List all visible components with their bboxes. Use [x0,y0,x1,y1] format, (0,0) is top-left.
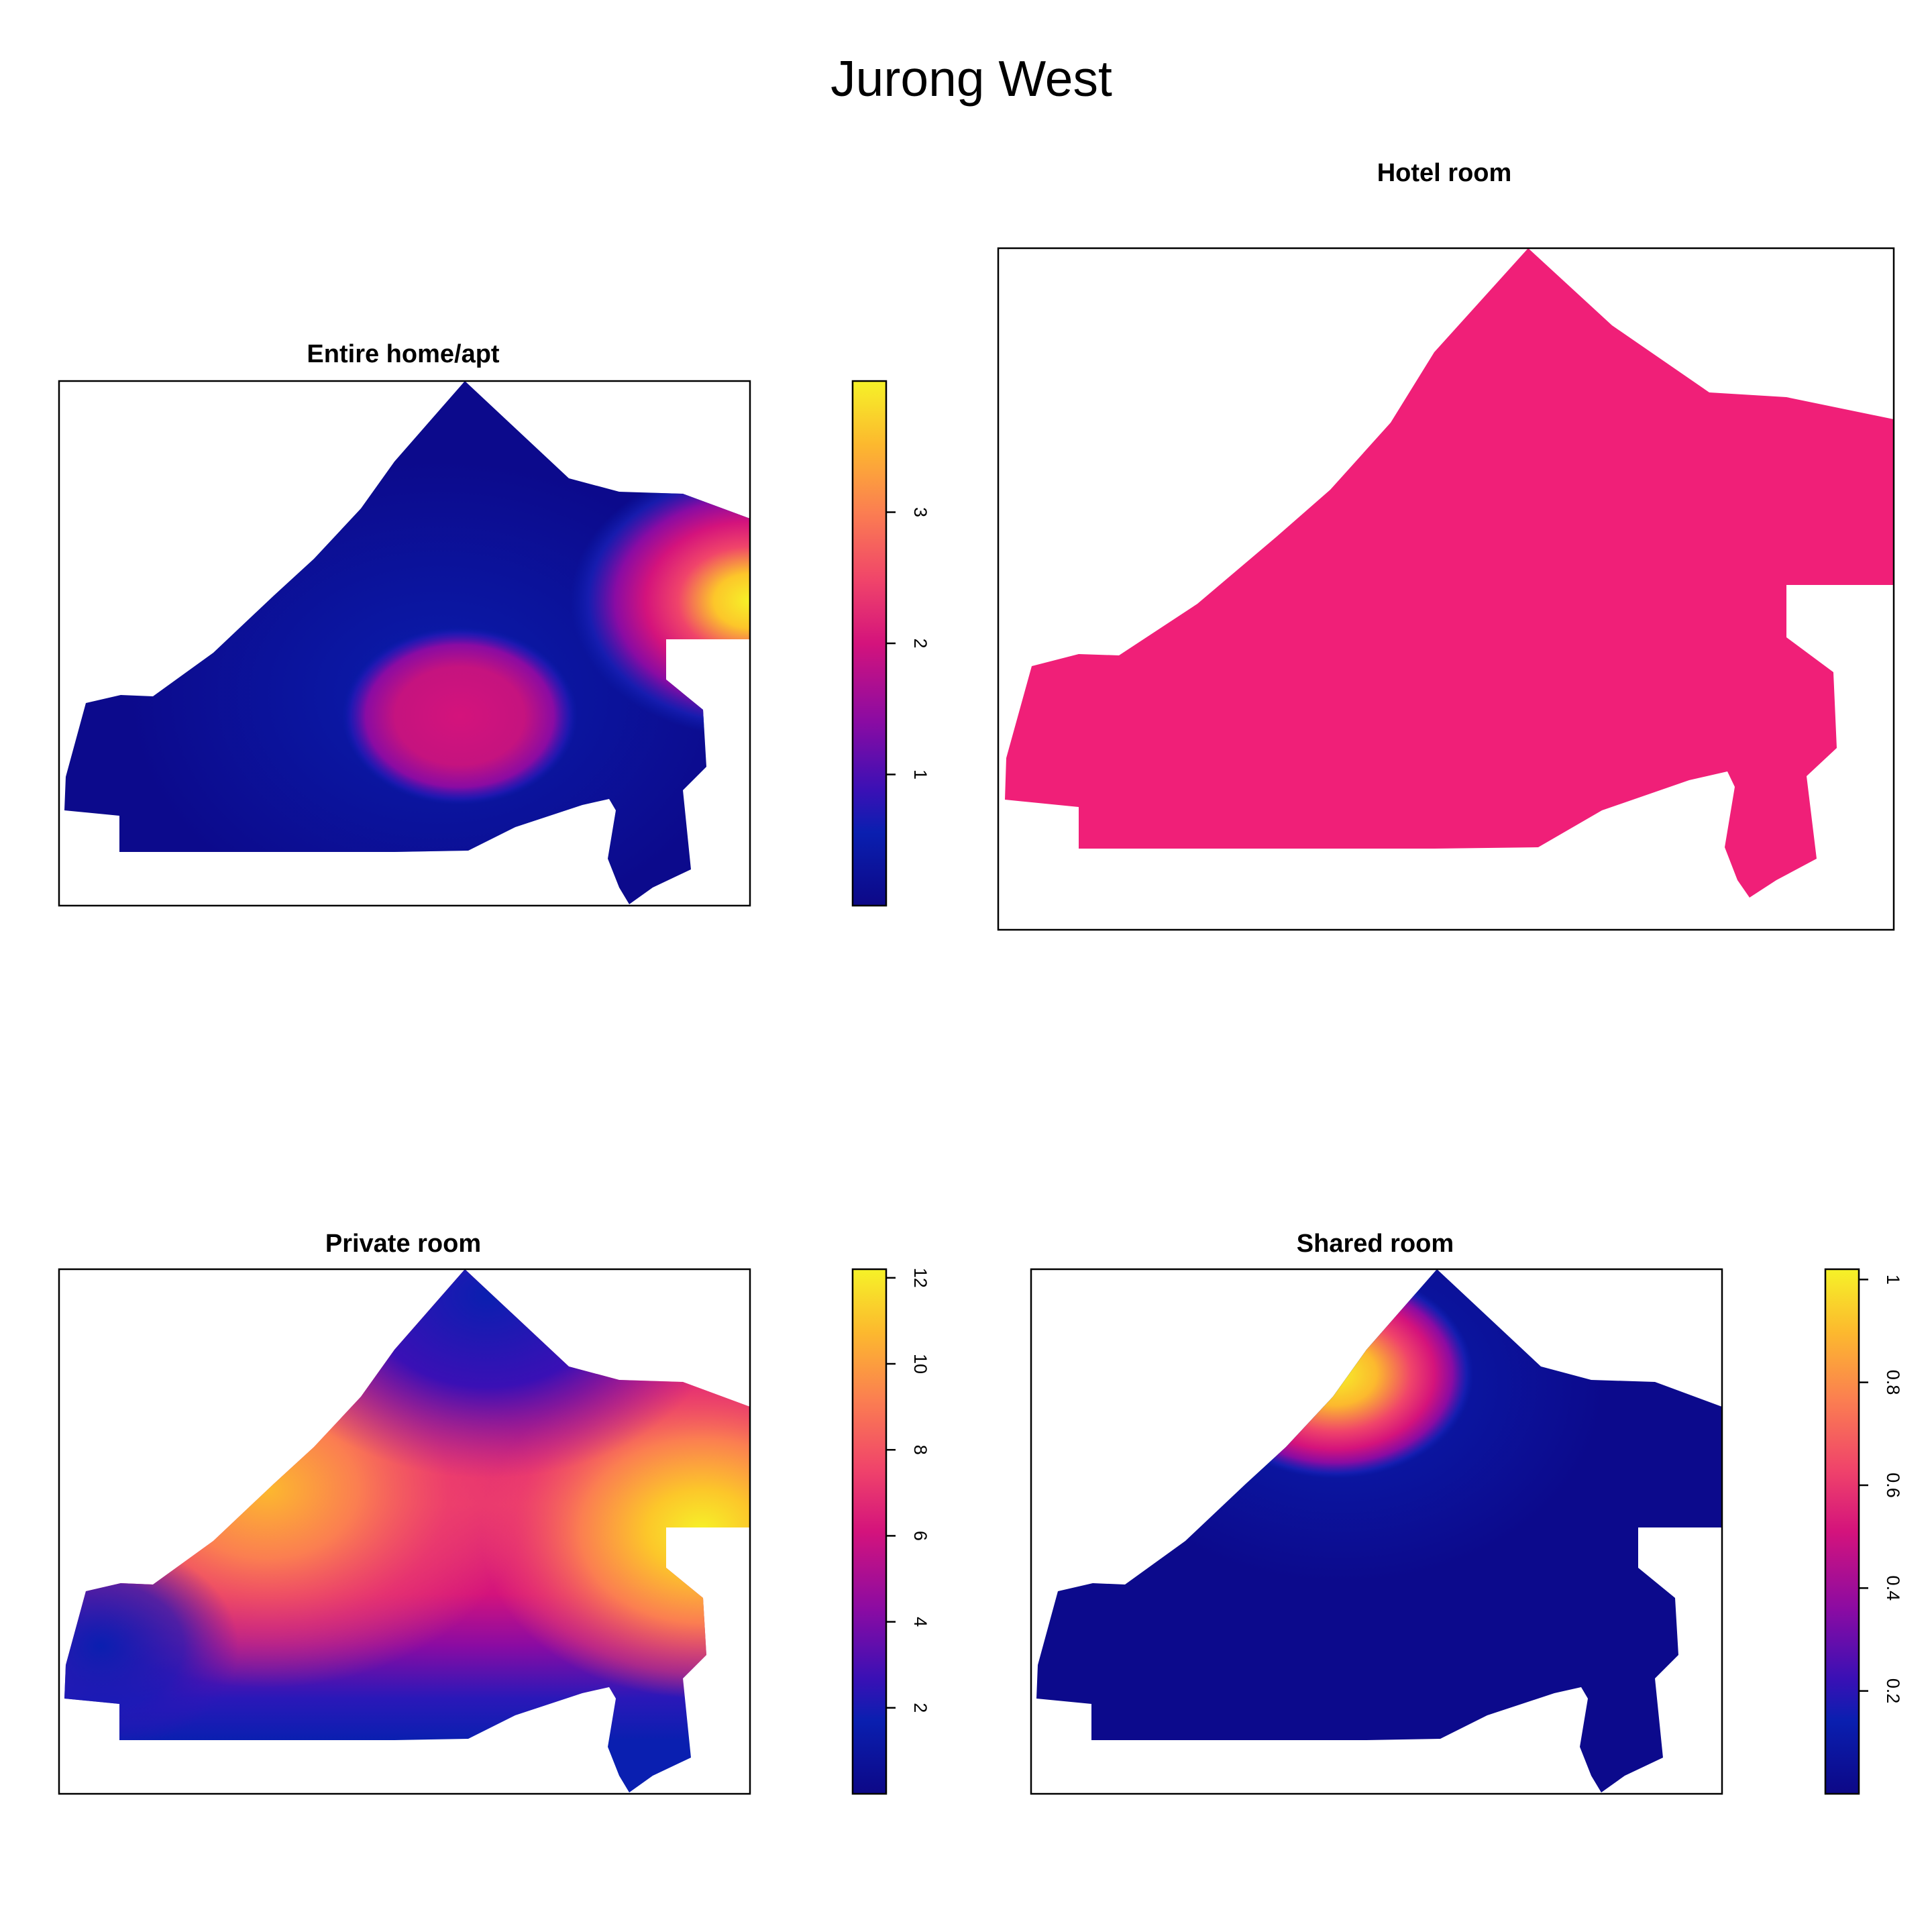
panel-hotel-room: Hotel room [997,159,1895,931]
plot-frame-private-room [58,1268,751,1795]
colorbar-shared-room: 0.2 0.4 0.6 0.8 1 [1824,1268,1903,1795]
panel-title-private-room: Private room [325,1230,481,1258]
colorbar-private-room-tick-label: 8 [910,1445,930,1455]
heatmap-hotel-room [1005,248,1894,898]
plot-frame-entire-home [58,380,751,907]
colorbar-shared-room-tick-label: 0.6 [1883,1472,1903,1498]
panel-shared-room: Shared room 0.2 0.4 0.6 0.8 1 [1030,1230,1903,1795]
panel-title-hotel-room: Hotel room [1377,159,1512,187]
panel-title-shared-room: Shared room [1297,1230,1454,1258]
panel-private-room: Private room 2 4 6 8 10 12 [58,1230,930,1795]
colorbar-shared-room-tick-label: 0.4 [1883,1576,1903,1601]
colorbar-entire-home-tick-label: 3 [910,507,930,517]
heatmap-shared-room [1036,1269,1722,1792]
colorbar-entire-home-tick-label: 1 [910,769,930,780]
colorbar-shared-room-tick-label: 0.8 [1883,1370,1903,1395]
heatmap-private-room [64,1269,750,1792]
plot-frame-hotel-room [997,247,1895,931]
plot-frame-shared-room [1030,1268,1723,1795]
colorbar-entire-home: 1 2 3 [851,380,930,907]
colorbar-private-room-tick-label: 4 [910,1617,930,1627]
colorbar-private-room: 2 4 6 8 10 12 [851,1268,930,1795]
colorbar-private-room-tick-label: 2 [910,1703,930,1713]
panel-title-entire-home: Entire home/apt [307,340,499,368]
colorbar-entire-home-tick-label: 2 [910,638,930,648]
colorbar-private-room-tick-label: 6 [910,1531,930,1541]
colorbar-shared-room-tick-label: 1 [1883,1275,1903,1285]
panel-entire-home: Entire home/apt 1 2 3 [58,340,930,907]
colorbar-private-room-tick-label: 12 [910,1268,930,1288]
colorbar-shared-room-tick-label: 0.2 [1883,1678,1903,1704]
main-title: Jurong West [830,50,1112,107]
colorbar-private-room-tick-label: 10 [910,1354,930,1374]
heatmap-entire-home [64,381,750,904]
